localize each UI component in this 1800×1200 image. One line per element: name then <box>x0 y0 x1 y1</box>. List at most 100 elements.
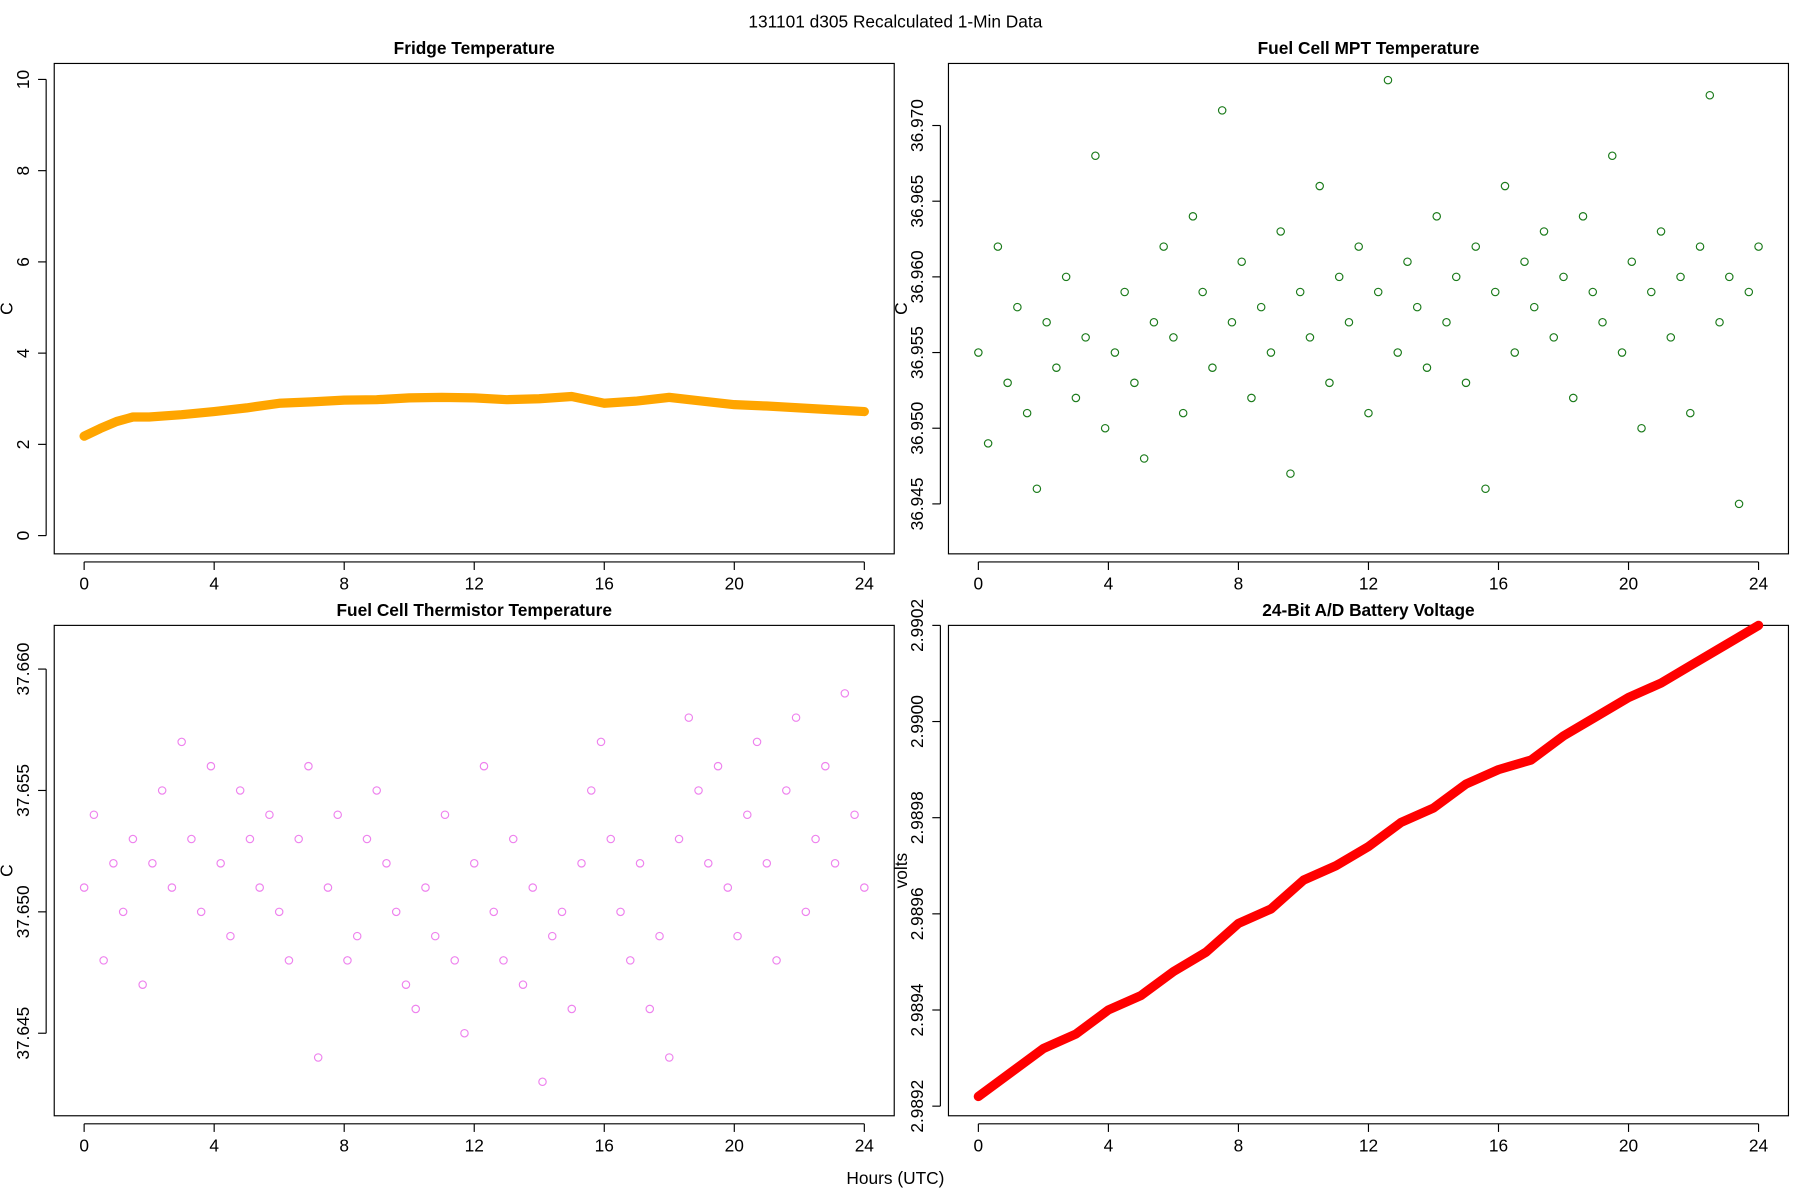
y-tick-label: 0 <box>13 531 33 541</box>
data-point <box>983 439 993 448</box>
x-tick-label: 4 <box>209 574 219 594</box>
data-point <box>460 1028 469 1038</box>
data-point <box>1734 499 1744 509</box>
data-point <box>391 907 401 917</box>
x-tick-label: 24 <box>855 574 875 594</box>
data-point <box>596 737 606 747</box>
y-tick-label: 2.9900 <box>907 695 927 748</box>
data-point <box>148 859 157 868</box>
data-point <box>99 956 108 965</box>
data-point <box>430 931 440 941</box>
data-point <box>138 980 147 989</box>
x-tick-label: 8 <box>1234 1135 1244 1155</box>
data-point <box>1686 408 1695 418</box>
y-tick-label: 2.9898 <box>907 791 927 844</box>
data-point <box>1052 363 1061 372</box>
data-point <box>1139 454 1149 463</box>
y-tick-label: 36.955 <box>907 326 927 379</box>
data-point <box>1403 257 1412 267</box>
data-point <box>216 859 225 868</box>
y-tick-label: 2.9892 <box>907 1080 927 1133</box>
data-point <box>860 883 869 892</box>
x-tick-label: 4 <box>1104 1135 1114 1155</box>
data-point <box>1091 151 1100 161</box>
data-point <box>1549 333 1559 342</box>
data-point <box>1451 272 1461 282</box>
data-point <box>1393 348 1402 357</box>
data-point <box>1188 212 1198 221</box>
x-tick-label: 24 <box>1749 574 1769 594</box>
data-point <box>109 859 118 868</box>
y-tick-label: 2.9894 <box>907 983 927 1036</box>
data-point <box>811 834 820 844</box>
data-point <box>469 859 479 868</box>
data-point <box>1042 318 1051 327</box>
y-tick-label: 36.970 <box>907 99 927 152</box>
y-tick-label: 4 <box>13 348 33 358</box>
data-point <box>382 859 391 868</box>
data-point <box>1588 287 1598 297</box>
data-point <box>1715 318 1724 327</box>
data-point <box>1003 378 1012 388</box>
data-point <box>440 810 450 820</box>
data-point <box>821 761 830 771</box>
y-tick-label: 37.660 <box>13 643 33 696</box>
data-point <box>255 883 264 892</box>
data-point <box>89 810 99 820</box>
data-line <box>973 620 1764 1102</box>
data-point <box>1354 242 1363 251</box>
data-point <box>772 956 781 965</box>
data-point <box>616 907 625 917</box>
data-point <box>1666 333 1676 342</box>
x-tick-label: 8 <box>339 1135 349 1155</box>
data-point <box>1539 227 1549 236</box>
data-point <box>450 956 459 965</box>
data-point <box>1627 257 1637 267</box>
data-point <box>1568 393 1578 403</box>
y-axis-label: C <box>891 302 911 315</box>
data-point <box>489 907 499 917</box>
y-axis-label: volts <box>891 852 911 888</box>
x-tick-label: 16 <box>1489 1135 1508 1155</box>
x-tick-label: 24 <box>1749 1135 1769 1155</box>
y-tick-label: 36.945 <box>907 477 927 530</box>
data-point <box>187 834 196 844</box>
data-point <box>557 907 567 917</box>
data-point <box>723 883 733 892</box>
data-point <box>1725 272 1734 282</box>
data-point <box>1315 181 1324 191</box>
x-tick-label: 16 <box>595 1135 614 1155</box>
data-point <box>177 737 186 747</box>
y-axis-label: C <box>0 302 17 314</box>
data-point <box>1266 348 1276 357</box>
data-point <box>1373 287 1383 297</box>
x-tick-label: 16 <box>1489 574 1508 594</box>
data-point <box>1305 333 1315 342</box>
data-point <box>518 980 528 989</box>
data-point <box>1647 287 1656 297</box>
data-point <box>993 242 1003 251</box>
plot-frame <box>947 624 1790 1117</box>
data-point <box>547 931 557 941</box>
data-point <box>167 883 177 892</box>
data-point <box>1695 242 1705 251</box>
x-tick-label: 16 <box>595 574 614 594</box>
data-point <box>538 1077 547 1087</box>
x-tick-label: 20 <box>725 574 744 594</box>
data-point <box>313 1053 323 1062</box>
data-point <box>1500 181 1510 191</box>
x-tick-label: 12 <box>465 574 484 594</box>
data-point <box>1159 242 1168 251</box>
data-point <box>1071 393 1081 403</box>
data-point <box>333 810 342 820</box>
panel-title: 24-Bit A/D Battery Voltage <box>1262 600 1475 620</box>
x-axis-label: Hours (UTC) <box>846 1168 944 1188</box>
data-point <box>352 931 362 941</box>
data-point <box>1578 212 1588 221</box>
data-point <box>362 834 372 844</box>
x-tick-label: 20 <box>1619 574 1638 594</box>
data-point <box>1334 272 1344 282</box>
data-point <box>635 859 645 868</box>
x-tick-label: 12 <box>465 1135 484 1155</box>
